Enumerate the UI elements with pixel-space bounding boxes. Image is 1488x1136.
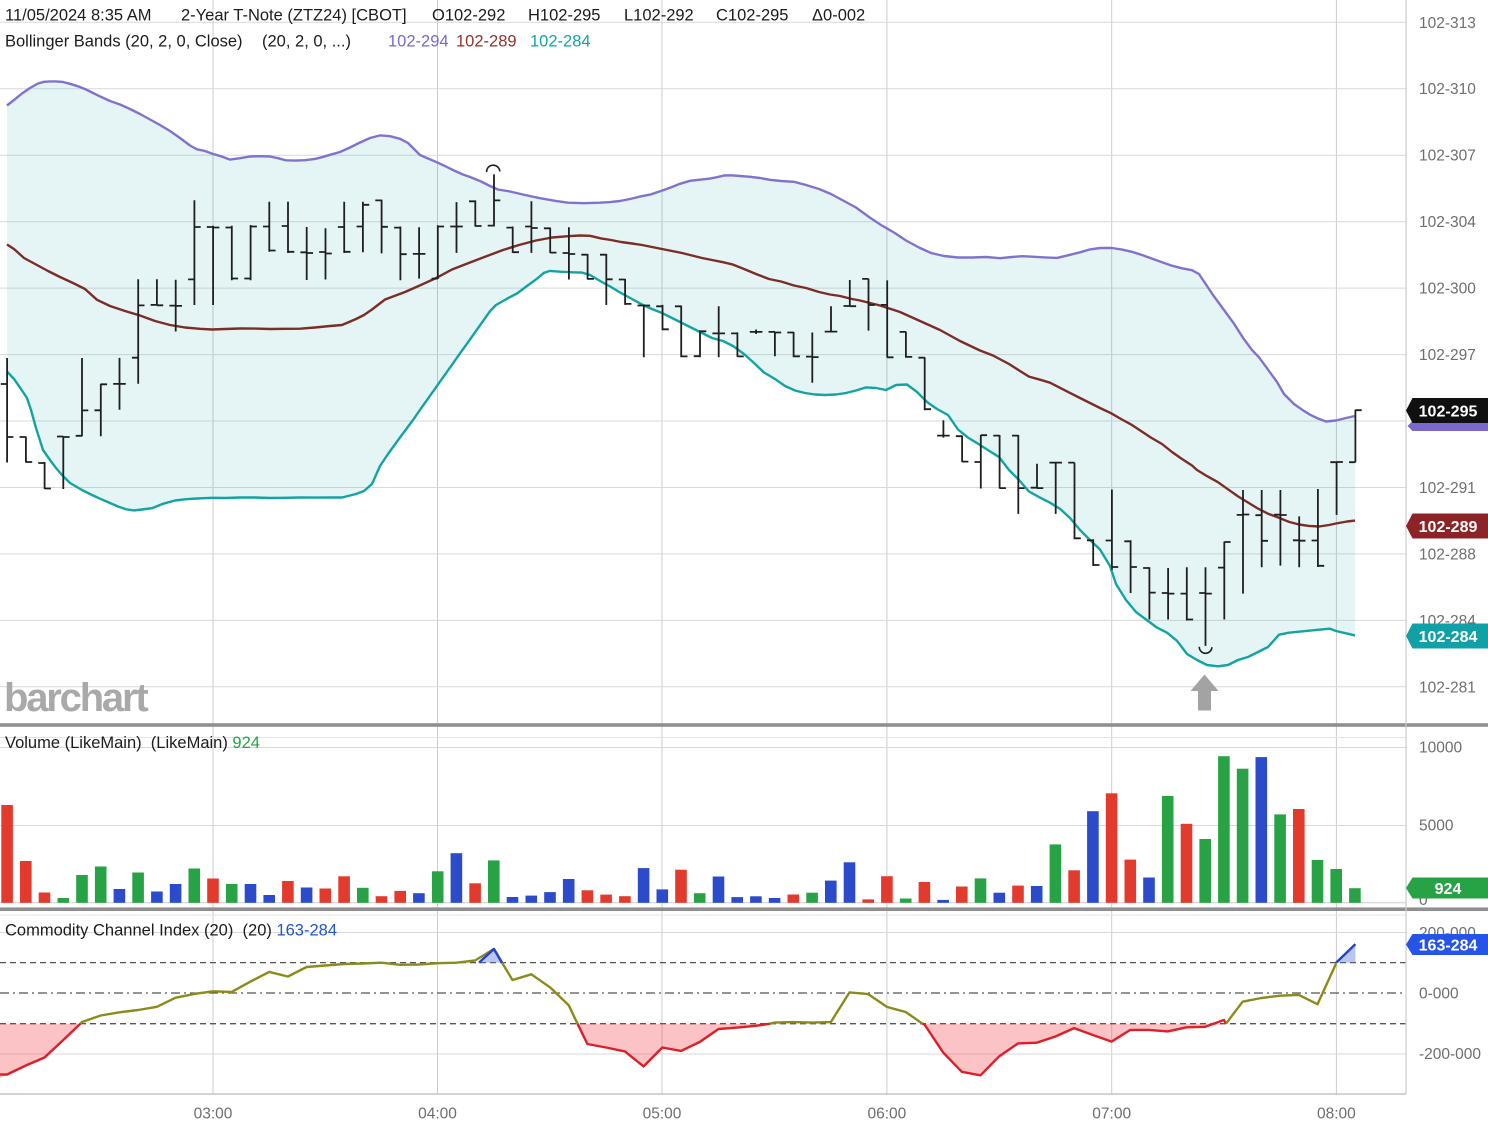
svg-text:102-294: 102-294 <box>388 33 449 51</box>
svg-text:102-297: 102-297 <box>1419 347 1476 364</box>
svg-text:Δ0-002: Δ0-002 <box>812 7 865 25</box>
svg-text:06:00: 06:00 <box>868 1106 907 1123</box>
svg-text:5000: 5000 <box>1419 818 1454 835</box>
svg-text:-200-000: -200-000 <box>1419 1046 1481 1063</box>
svg-text:10000: 10000 <box>1419 740 1462 757</box>
svg-text:07:00: 07:00 <box>1092 1106 1131 1123</box>
svg-text:102-310: 102-310 <box>1419 81 1476 98</box>
svg-text:924: 924 <box>1435 881 1462 898</box>
svg-text:102-288: 102-288 <box>1419 546 1476 563</box>
svg-text:0: 0 <box>1419 892 1428 909</box>
svg-text:102-284: 102-284 <box>530 33 591 51</box>
svg-text:102-289: 102-289 <box>456 33 517 51</box>
svg-text:05:00: 05:00 <box>643 1106 682 1123</box>
svg-text:08:00: 08:00 <box>1317 1106 1356 1123</box>
svg-text:11/05/2024 8:35 AM: 11/05/2024 8:35 AM <box>5 7 151 25</box>
svg-text:O102-292: O102-292 <box>432 7 505 25</box>
svg-text:(20, 2, 0, ...): (20, 2, 0, ...) <box>262 33 351 51</box>
svg-text:102-313: 102-313 <box>1419 15 1476 32</box>
svg-text:L102-292: L102-292 <box>624 7 694 25</box>
svg-text:102-289: 102-289 <box>1419 519 1478 536</box>
svg-text:102-307: 102-307 <box>1419 148 1476 165</box>
svg-text:Bollinger Bands (20, 2, 0, Clo: Bollinger Bands (20, 2, 0, Close) <box>5 33 243 51</box>
svg-text:102-304: 102-304 <box>1419 214 1476 231</box>
svg-text:102-291: 102-291 <box>1419 480 1476 497</box>
svg-text:2-Year T-Note (ZTZ24) [CBOT]: 2-Year T-Note (ZTZ24) [CBOT] <box>181 7 407 25</box>
svg-text:barchart: barchart <box>4 676 148 720</box>
svg-text:102-295: 102-295 <box>1419 403 1478 420</box>
svg-text:163-284: 163-284 <box>1419 937 1478 954</box>
svg-text:0-000: 0-000 <box>1419 986 1459 1003</box>
svg-text:102-300: 102-300 <box>1419 281 1476 298</box>
svg-text:C102-295: C102-295 <box>716 7 788 25</box>
svg-text:03:00: 03:00 <box>194 1106 233 1123</box>
svg-text:H102-295: H102-295 <box>528 7 600 25</box>
svg-text:102-281: 102-281 <box>1419 679 1476 696</box>
svg-text:Volume (LikeMain) (LikeMain): Volume (LikeMain) (LikeMain) 924 <box>5 734 260 752</box>
svg-text:102-284: 102-284 <box>1419 629 1478 646</box>
svg-text:04:00: 04:00 <box>418 1106 457 1123</box>
svg-text:Commodity Channel Index (20): Commodity Channel Index (20) (20) 163-28… <box>5 922 337 940</box>
